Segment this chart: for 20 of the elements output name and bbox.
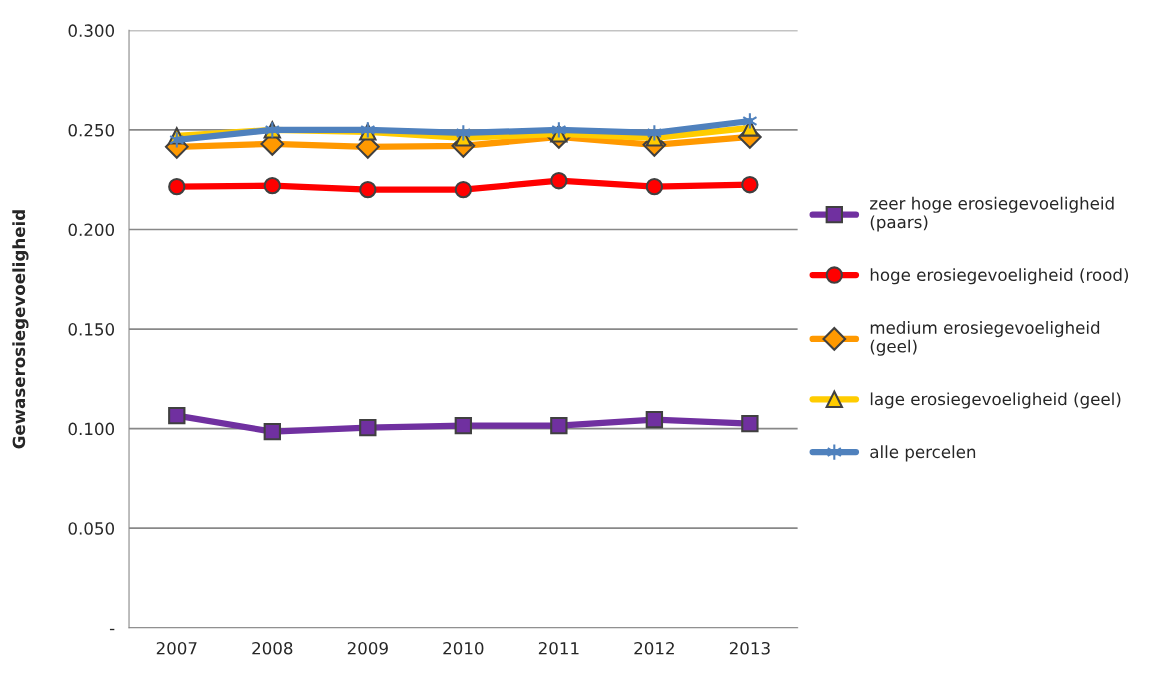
x-tick-label: 2007 [156,641,197,655]
y-tick-label: 0.100 [68,422,115,436]
x-tick-label: 2012 [634,641,674,655]
y-tick-label: - [109,628,115,631]
legend-label: hoge erosiegevoeligheid (rood) [870,268,1129,285]
x-tick-label: 2013 [729,641,770,655]
x-tick-label: 2011 [538,641,579,655]
legend-label: medium erosiegevoeligheid (geel) [870,321,1100,356]
x-tick-label: 2008 [252,641,293,655]
x-tick-label: 2009 [347,641,388,655]
y-tick-label: 0.150 [68,323,115,336]
legend-label: alle percelen [870,445,976,462]
y-tick-label: 0.050 [68,522,115,535]
x-tick-label: 2010 [443,641,484,655]
y-tick-label: 0.250 [68,123,115,137]
y-axis-title: Gewaserosiegevoeligheid [12,210,29,449]
y-tick-label: 0.200 [68,223,115,237]
y-tick-label: 0.300 [68,24,115,37]
legend-label: zeer hoge erosiegevoeligheid (paars) [870,196,1114,232]
legend-label: lage erosiegevoeligheid (geel) [870,392,1121,409]
